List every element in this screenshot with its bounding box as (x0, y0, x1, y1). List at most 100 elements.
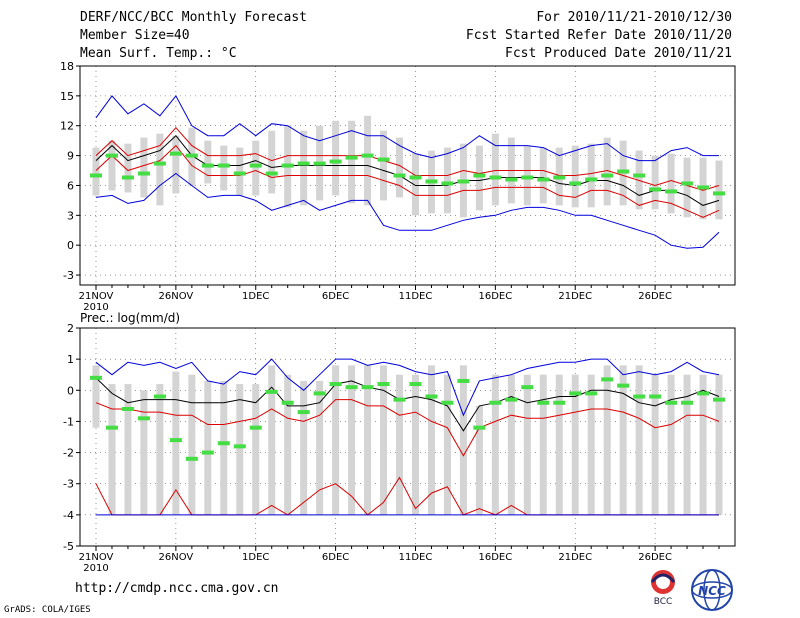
header-right: For 2010/11/21-2010/12/30 Fcst Started R… (466, 9, 732, 63)
ensemble-box (252, 140, 260, 196)
ensemble-box (348, 365, 356, 515)
x-tick-label: 21NOV (79, 291, 114, 302)
plot-frame (79, 327, 736, 547)
ensemble-box (364, 365, 372, 515)
ncc-logo-text: NCC (698, 584, 726, 598)
ensemble-box (667, 374, 675, 515)
ensemble-box (443, 147, 451, 214)
x-tick-label: 1DEC (242, 552, 269, 563)
median-marker (265, 171, 278, 176)
member-size: Member Size=40 (80, 28, 190, 43)
median-marker (201, 450, 214, 455)
variable-label: Mean Surf. Temp.: °C (80, 46, 237, 61)
ensemble-box (188, 374, 196, 515)
median-marker (153, 394, 166, 399)
ensemble-box (603, 365, 611, 515)
y-tick-label: 15 (60, 90, 74, 103)
ensemble-box (459, 365, 467, 515)
median-marker (441, 400, 454, 405)
median-marker (409, 382, 422, 387)
median-marker (169, 151, 182, 156)
chart-title: DERF/NCC/BCC Monthly Forecast (80, 10, 307, 25)
ensemble-box (220, 380, 228, 515)
ensemble-box (204, 380, 212, 515)
ensemble-box (651, 374, 659, 515)
ensemble-box (587, 374, 595, 515)
series-max-line (95, 358, 720, 417)
median-marker (409, 175, 422, 180)
ensemble-box (619, 365, 627, 515)
median-marker (649, 394, 662, 399)
ensemble-box (236, 384, 244, 515)
median-marker (521, 175, 534, 180)
ensemble-box (172, 135, 180, 194)
median-marker (345, 385, 358, 390)
median-marker (105, 153, 118, 158)
median-marker (137, 171, 150, 176)
median-marker (553, 400, 566, 405)
median-marker (265, 389, 278, 394)
prec-title: Prec.: log(mm/d) (80, 311, 180, 325)
median-marker (633, 173, 646, 178)
ensemble-box (396, 137, 404, 198)
ensemble-box (124, 143, 132, 193)
x-tick-label: 21DEC (558, 291, 592, 302)
median-marker (489, 400, 502, 405)
ensemble-box (364, 115, 372, 206)
ensemble-box (699, 374, 707, 515)
median-marker (457, 378, 470, 383)
y-tick-label: 12 (60, 120, 74, 133)
y-tick-label: -3 (63, 269, 74, 282)
ensemble-box (555, 374, 563, 515)
ensemble-box (427, 365, 435, 515)
x-tick-label: 6DEC (322, 291, 349, 302)
median-marker (681, 400, 694, 405)
ensemble-box (635, 365, 643, 515)
median-marker (377, 382, 390, 387)
series-p_low-line (95, 144, 720, 218)
x-tick-label: 6DEC (322, 552, 349, 563)
ensemble-box (108, 140, 116, 191)
median-marker (233, 444, 246, 449)
median-marker (489, 175, 502, 180)
ensemble-box (156, 384, 164, 515)
median-marker (329, 382, 342, 387)
median-marker (537, 400, 550, 405)
x-tick-label: 26NOV (158, 552, 193, 563)
ensemble-box (348, 120, 356, 204)
median-marker (217, 163, 230, 168)
median-marker (281, 400, 294, 405)
precipitation-panel: -5 -4 -3 -2 -1 0 1 2 21NOV 26NOV 1DEC 6DEC 11DEC 16DE… (63, 322, 736, 574)
median-marker (313, 391, 326, 396)
median-marker (185, 153, 198, 158)
series-p_high-line (95, 399, 720, 457)
forecast-period: For 2010/11/21-2010/12/30 (536, 10, 732, 25)
median-marker (137, 416, 150, 421)
median-marker (249, 163, 262, 168)
x-year-label: 2010 (83, 563, 108, 574)
ensemble-box (140, 137, 148, 198)
median-marker (665, 189, 678, 194)
median-marker (313, 161, 326, 166)
ensemble-box (316, 380, 324, 515)
x-tick-label: 11DEC (399, 552, 433, 563)
footer-url[interactable]: http://cmdp.ncc.cma.gov.cn (75, 581, 279, 596)
median-marker (665, 400, 678, 405)
median-marker (457, 179, 470, 184)
ensemble-box (124, 384, 132, 515)
median-marker (393, 397, 406, 402)
series-max-line (95, 94, 719, 162)
ensemble-box (300, 130, 308, 206)
ncc-logo: NCC (691, 569, 733, 611)
ensemble-box (268, 365, 276, 515)
median-marker (297, 161, 310, 166)
median-marker (329, 159, 342, 164)
median-marker (297, 410, 310, 415)
y-tick-label: 18 (60, 60, 74, 73)
median-marker (121, 175, 134, 180)
median-marker (697, 185, 710, 190)
ensemble-box (443, 374, 451, 515)
median-marker (425, 394, 438, 399)
fcst-started-date: Fcst Started Refer Date 2010/11/20 (465, 28, 732, 43)
ensemble-box (715, 374, 723, 515)
